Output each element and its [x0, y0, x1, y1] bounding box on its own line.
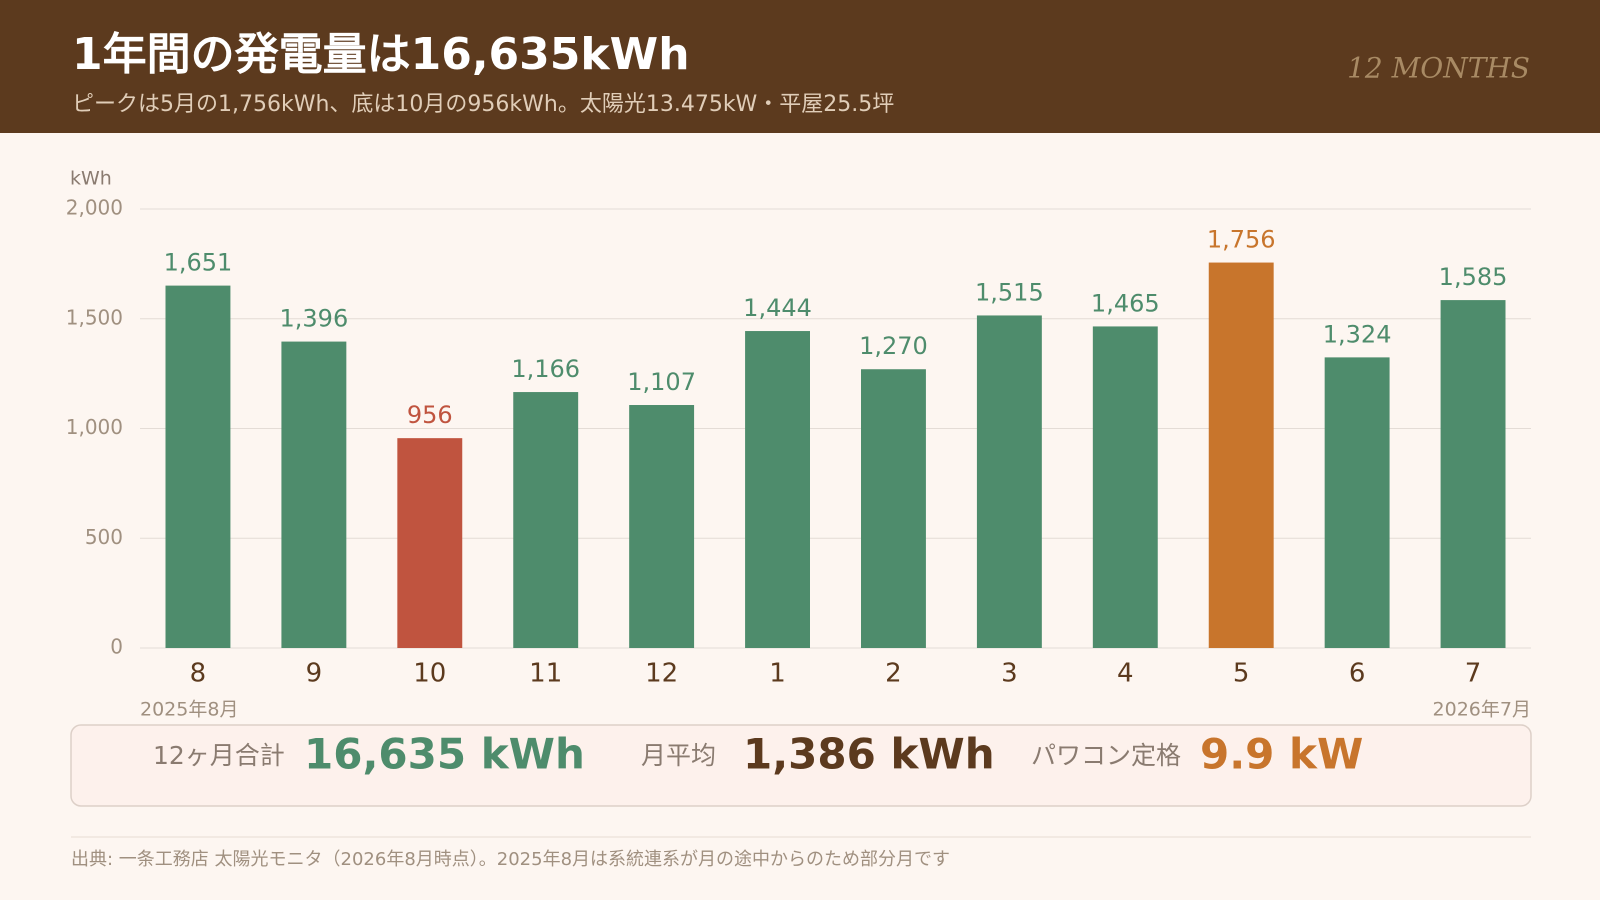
value-label: 1,270: [859, 332, 928, 360]
bar: [397, 438, 463, 648]
x-tick-label: 7: [1465, 659, 1482, 689]
footer: 出典: 一条工務店 太陽光モニタ（2026年8月時点）。2025年8月は系統連系…: [71, 849, 950, 870]
subtitle: ピークは5月の1,756kWh、底は10月の956kWh。太陽光13.475kW…: [72, 92, 894, 117]
y-tick-label: 1,500: [66, 305, 123, 329]
bar: [513, 392, 579, 648]
summary-value: 16,635 kWh: [304, 730, 585, 779]
bar: [976, 315, 1042, 648]
value-label: 1,107: [627, 368, 696, 396]
y-unit: kWh: [70, 168, 112, 190]
y-tick-label: 0: [110, 635, 123, 659]
badge: 12 MONTHS: [1347, 52, 1530, 85]
x-end-label: 2026年7月: [1433, 699, 1531, 721]
value-label: 1,444: [743, 294, 812, 322]
value-label: 1,166: [511, 355, 580, 383]
x-tick-label: 10: [413, 659, 446, 689]
bar: [165, 285, 231, 648]
x-tick-label: 4: [1117, 659, 1134, 689]
summary-label: 12ヶ月合計: [153, 741, 285, 770]
y-tick-label: 1,000: [66, 415, 123, 439]
summary-label: 月平均: [641, 741, 716, 770]
x-tick-label: 1: [769, 659, 786, 689]
x-tick-label: 12: [645, 659, 678, 689]
x-tick-label: 3: [1001, 659, 1018, 689]
bar: [1092, 326, 1158, 648]
value-label: 1,324: [1323, 320, 1392, 348]
bar: [281, 341, 347, 648]
value-label: 1,465: [1091, 289, 1160, 317]
value-label: 1,396: [280, 305, 349, 333]
bar: [629, 405, 695, 648]
value-label: 1,515: [975, 278, 1044, 306]
bar: [1440, 300, 1506, 648]
summary-label: パワコン定格: [1031, 741, 1181, 770]
summary-value: 9.9 kW: [1200, 730, 1363, 779]
x-tick-label: 9: [306, 659, 323, 689]
x-tick-label: 6: [1349, 659, 1366, 689]
bar: [745, 331, 810, 648]
y-tick-label: 2,000: [66, 196, 123, 220]
value-label: 956: [407, 401, 453, 429]
bar: [1324, 357, 1390, 648]
bar: [861, 369, 926, 648]
y-tick-label: 500: [85, 525, 123, 549]
value-label: 1,585: [1439, 263, 1508, 291]
header-band: [0, 0, 1600, 133]
bar: [1208, 262, 1274, 648]
summary-box: [70, 724, 1532, 807]
x-tick-label: 8: [190, 659, 207, 689]
value-label: 1,651: [164, 249, 233, 277]
x-tick-label: 5: [1233, 659, 1250, 689]
x-start-label: 2025年8月: [140, 699, 238, 721]
summary-value: 1,386 kWh: [743, 730, 995, 779]
x-tick-label: 11: [529, 659, 562, 689]
value-label: 1,756: [1207, 226, 1276, 254]
x-tick-label: 2: [885, 659, 902, 689]
title: 1年間の発電量は16,635kWh: [72, 29, 690, 80]
